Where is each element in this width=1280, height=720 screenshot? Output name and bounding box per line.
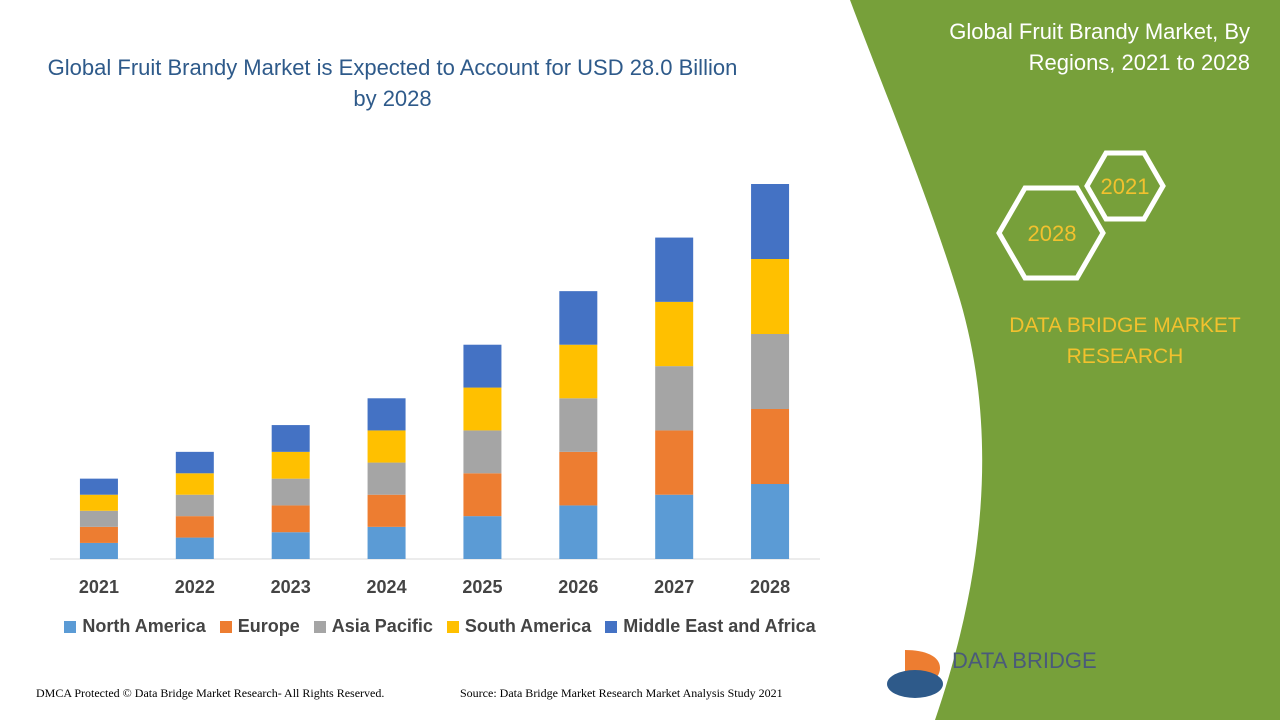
x-tick-label: 2023 xyxy=(271,577,311,597)
bar-segment xyxy=(175,516,214,538)
bar-segment xyxy=(463,473,502,517)
legend-item: North America xyxy=(64,616,206,637)
legend-label: Asia Pacific xyxy=(331,616,433,636)
x-tick-label: 2022 xyxy=(175,577,215,597)
hex-label: 2028 xyxy=(1028,221,1077,246)
legend-item: Europe xyxy=(219,616,300,637)
legend-swatch xyxy=(219,620,232,633)
bar-segment xyxy=(367,462,406,495)
bar-segment xyxy=(79,494,118,511)
footer-right: Source: Data Bridge Market Research Mark… xyxy=(460,686,783,700)
bar-segment xyxy=(175,473,214,495)
bar-segment xyxy=(751,409,790,484)
bar-segment xyxy=(559,398,598,452)
bar-segment xyxy=(175,537,214,559)
bar-segment xyxy=(271,478,310,506)
bar-segment xyxy=(751,334,790,409)
x-tick-label: 2021 xyxy=(79,577,119,597)
bar-segment xyxy=(367,494,406,527)
legend-swatch xyxy=(313,620,326,633)
bar-segment xyxy=(559,344,598,399)
bar-segment xyxy=(367,398,406,431)
bar-segment xyxy=(79,478,118,495)
legend-label: Europe xyxy=(237,616,300,636)
bar-segment xyxy=(175,494,214,517)
bar-segment xyxy=(79,510,118,527)
bar-segment xyxy=(271,425,310,452)
bar-segment xyxy=(559,451,598,506)
bar-segment xyxy=(463,430,502,474)
bar-segment xyxy=(79,542,118,559)
hexagon xyxy=(1084,150,1166,222)
bar-segment xyxy=(559,291,598,345)
bar-segment xyxy=(559,505,598,559)
bar-segment xyxy=(175,451,214,474)
bar-segment xyxy=(751,484,790,559)
x-tick-label: 2028 xyxy=(750,577,790,597)
bar-segment xyxy=(271,532,310,559)
bar-segment xyxy=(367,430,406,463)
bar-segment xyxy=(463,344,502,388)
x-tick-label: 2024 xyxy=(367,577,407,597)
bar-segment xyxy=(79,526,118,543)
bar-segment xyxy=(463,516,502,559)
x-tick-label: 2025 xyxy=(462,577,502,597)
footer-left: DMCA Protected © Data Bridge Market Rese… xyxy=(36,686,385,700)
x-tick-label: 2027 xyxy=(654,577,694,597)
legend-label: North America xyxy=(82,616,206,636)
bar-segment xyxy=(655,366,694,431)
legend-swatch xyxy=(64,620,77,633)
legend: North America Europe Asia Pacific South Ame… xyxy=(50,616,830,637)
brand: DATA BRIDGE MARKET RESEARCH xyxy=(1009,314,1241,368)
legend-item: Middle East and Africa xyxy=(605,616,816,637)
logo-text: DATA BRIDGE xyxy=(952,648,1097,673)
legend-swatch xyxy=(446,620,459,633)
legend-item: Asia Pacific xyxy=(313,616,433,637)
bar-segment xyxy=(367,526,406,559)
legend-swatch xyxy=(605,620,618,633)
bar-segment xyxy=(655,237,694,302)
bar-segment xyxy=(655,301,694,367)
x-tick-label: 2026 xyxy=(558,577,598,597)
hexagon xyxy=(996,185,1106,281)
bar-segment xyxy=(655,494,694,559)
panel-title: Global Fruit Brandy Market, By Regions, … xyxy=(949,19,1250,75)
bar-segment xyxy=(655,430,694,495)
bar-segment xyxy=(271,451,310,479)
bar-segment xyxy=(463,387,502,431)
legend-item: South America xyxy=(446,616,592,637)
hex-label: 2021 xyxy=(1101,174,1150,199)
bar-segment xyxy=(271,505,310,533)
green-panel xyxy=(850,0,1280,720)
chart-title: Global Fruit Brandy Market is Expected t… xyxy=(47,55,738,111)
legend-label: Middle East and Africa xyxy=(623,616,816,636)
bar-segment xyxy=(751,259,790,334)
logo-icon xyxy=(887,670,943,698)
bar-segment xyxy=(751,184,790,259)
legend-label: South America xyxy=(464,616,592,636)
